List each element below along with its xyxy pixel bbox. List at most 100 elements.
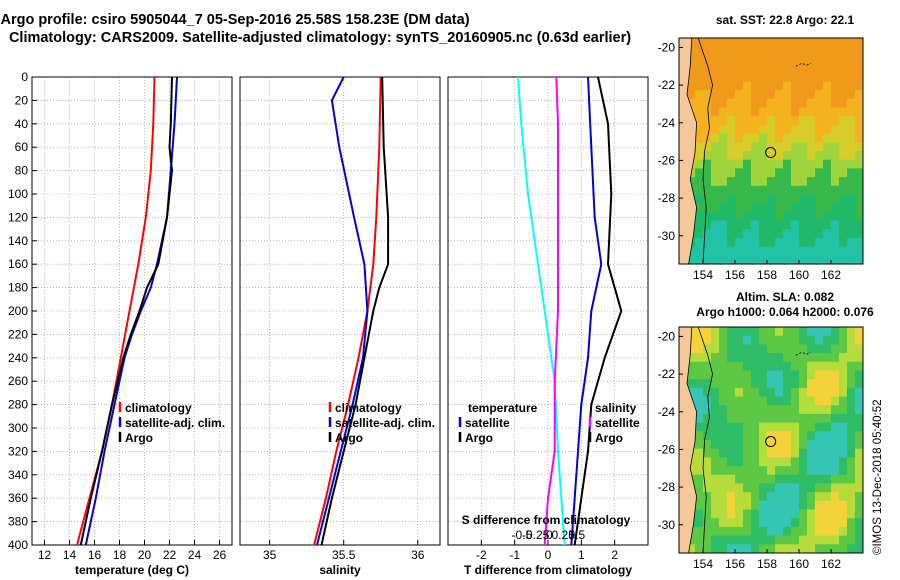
map-lon-label: 154 bbox=[693, 268, 713, 282]
map-cell bbox=[855, 413, 864, 424]
map-cell bbox=[815, 466, 824, 476]
map-cell bbox=[703, 518, 712, 528]
map-cell bbox=[751, 431, 760, 441]
map-cell bbox=[703, 229, 712, 239]
map-lon-label: 162 bbox=[821, 268, 841, 282]
map-cell bbox=[719, 133, 728, 143]
map-cell bbox=[823, 440, 832, 450]
map-cell bbox=[815, 133, 824, 143]
map-cell bbox=[807, 544, 816, 554]
map-cell bbox=[815, 151, 824, 161]
map-cell bbox=[719, 185, 728, 195]
map-cell bbox=[711, 237, 720, 248]
map-cell bbox=[775, 90, 784, 100]
map-cell bbox=[751, 220, 760, 230]
map-cell bbox=[751, 246, 760, 256]
map-cell bbox=[695, 55, 704, 65]
map-cell bbox=[783, 81, 792, 91]
map-cell bbox=[767, 211, 776, 222]
map-cell bbox=[759, 177, 768, 187]
temperature-line-0 bbox=[76, 76, 156, 546]
map-cell bbox=[847, 246, 856, 256]
map-cell bbox=[791, 237, 800, 248]
map-cell bbox=[855, 457, 864, 467]
diff-legend-sal-label: satellite bbox=[595, 416, 640, 430]
map-cell bbox=[815, 81, 824, 91]
map-cell bbox=[791, 116, 800, 126]
map-cell bbox=[855, 159, 864, 169]
map-cell bbox=[807, 440, 816, 450]
map-cell bbox=[719, 90, 728, 100]
map-cell bbox=[807, 492, 816, 502]
map-cell bbox=[831, 81, 840, 91]
map-cell bbox=[855, 98, 864, 109]
map-cell bbox=[727, 194, 736, 204]
map-cell bbox=[719, 81, 728, 91]
map-cell bbox=[783, 509, 792, 519]
map-cell bbox=[807, 448, 816, 458]
map-frame bbox=[678, 37, 864, 265]
map-cell bbox=[751, 544, 760, 554]
map-cell bbox=[767, 72, 776, 82]
map-cell bbox=[815, 526, 824, 537]
map-cell bbox=[815, 344, 824, 354]
map-cell bbox=[751, 327, 760, 337]
map-cell bbox=[775, 203, 784, 213]
map-cell bbox=[807, 46, 816, 56]
map-cell bbox=[839, 500, 848, 511]
map-cell bbox=[751, 509, 760, 519]
map-cell bbox=[855, 90, 864, 100]
map-cell bbox=[743, 116, 752, 126]
map-cell bbox=[855, 422, 864, 432]
map-cell bbox=[743, 124, 752, 135]
map-cell bbox=[783, 168, 792, 178]
map-cell bbox=[759, 168, 768, 178]
map-cell bbox=[831, 413, 840, 424]
difference-line-0 bbox=[517, 76, 566, 546]
map-cell bbox=[791, 492, 800, 502]
map-cell bbox=[807, 124, 816, 135]
map-cell bbox=[839, 107, 848, 117]
map-cell bbox=[759, 466, 768, 476]
map-cell bbox=[751, 38, 760, 48]
map-cell bbox=[815, 159, 824, 169]
map-cell bbox=[815, 246, 824, 256]
map-cell bbox=[751, 526, 760, 537]
map-cell bbox=[719, 55, 728, 65]
map-cell bbox=[799, 431, 808, 441]
map-cell bbox=[727, 500, 736, 511]
map-cell bbox=[831, 46, 840, 56]
temperature-legend-label: satellite-adj. clim. bbox=[125, 416, 225, 430]
map-cell bbox=[719, 211, 728, 222]
map-cell bbox=[751, 159, 760, 169]
map-cell bbox=[695, 466, 704, 476]
map-cell bbox=[831, 107, 840, 117]
map-cell bbox=[759, 327, 768, 337]
panel-frame bbox=[239, 76, 441, 546]
map-cell bbox=[727, 492, 736, 502]
map-cell bbox=[807, 229, 816, 239]
map-cell bbox=[719, 422, 728, 432]
map-cell bbox=[767, 344, 776, 354]
map-cell bbox=[751, 98, 760, 109]
map-cell bbox=[759, 255, 768, 265]
map-cell bbox=[767, 387, 776, 398]
map-cell bbox=[807, 194, 816, 204]
map-cell bbox=[727, 422, 736, 432]
map-lon-label: 160 bbox=[789, 268, 809, 282]
map-cell bbox=[727, 361, 736, 371]
map-cell bbox=[775, 124, 784, 135]
map-cell bbox=[839, 353, 848, 363]
map-cell bbox=[751, 72, 760, 82]
x-tick-label: -2 bbox=[476, 548, 487, 562]
map-cell bbox=[815, 124, 824, 135]
y-tick-label: 160 bbox=[8, 257, 28, 271]
map-cell bbox=[743, 370, 752, 380]
map-cell bbox=[783, 353, 792, 363]
map-cell bbox=[799, 327, 808, 337]
map-cell bbox=[807, 518, 816, 528]
map-cell bbox=[847, 335, 856, 345]
map-cell bbox=[783, 124, 792, 135]
map-cell bbox=[847, 457, 856, 467]
map-cell bbox=[791, 535, 800, 545]
